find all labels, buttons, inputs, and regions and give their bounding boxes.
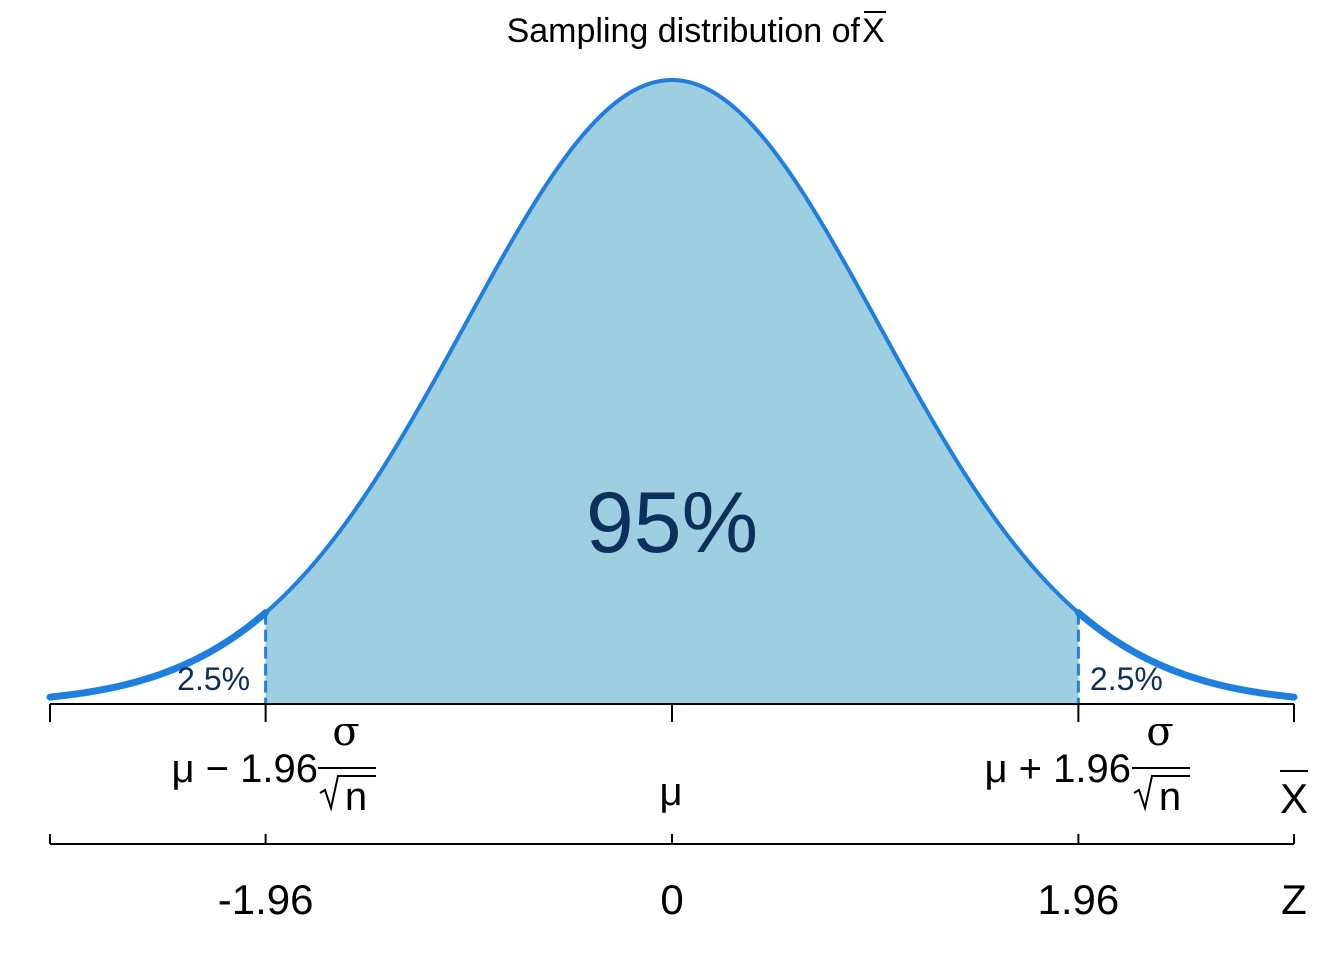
xbar-tick-label-upper-prefix: μ + 1.96 (985, 747, 1131, 791)
chart-title-text: Sampling distribution of (507, 12, 861, 50)
z-axis: -1.96 0 1.96 Z (49, 834, 1307, 923)
xbar-tick-label-lower-prefix: μ − 1.96 (172, 747, 318, 791)
xbar-tick-label-lower-denominator: n (345, 775, 367, 819)
xbar-tick-label-upper-sqrt-sign (1133, 775, 1190, 812)
central-95-area (265, 80, 1079, 704)
central-area-label: 95% (586, 475, 758, 571)
xbar-tick-label-lower-sqrt-sign (319, 775, 376, 812)
z-tick-label-lower: -1.96 (218, 876, 314, 923)
xbar-axis-label-text: X (1280, 775, 1308, 822)
xbar-tick-label-mu: μ (659, 770, 682, 814)
right-tail-label: 2.5% (1090, 661, 1163, 697)
z-axis-label: Z (1281, 876, 1307, 923)
chart-title: Sampling distribution of X (507, 11, 886, 50)
xbar-tick-label-upper: μ + 1.96 σ n (985, 709, 1190, 819)
left-tail-curve (46, 609, 270, 701)
xbar-tick-label-lower-numerator: σ (332, 709, 359, 755)
xbar-tick-label-upper-numerator: σ (1146, 709, 1173, 755)
z-tick-label-zero: 0 (660, 876, 683, 923)
left-tail-label: 2.5% (177, 661, 250, 697)
xbar-axis: μ − 1.96 σ n μ μ + 1.96 σ n X (49, 703, 1308, 822)
xbar-tick-label-upper-denominator: n (1159, 775, 1181, 819)
xbar-tick-label-lower: μ − 1.96 σ n (172, 709, 376, 819)
right-tail-curve (1074, 609, 1298, 701)
xbar-axis-label: X (1280, 770, 1308, 822)
z-tick-label-upper: 1.96 (1037, 876, 1119, 923)
chart-title-symbol: X (862, 12, 885, 50)
